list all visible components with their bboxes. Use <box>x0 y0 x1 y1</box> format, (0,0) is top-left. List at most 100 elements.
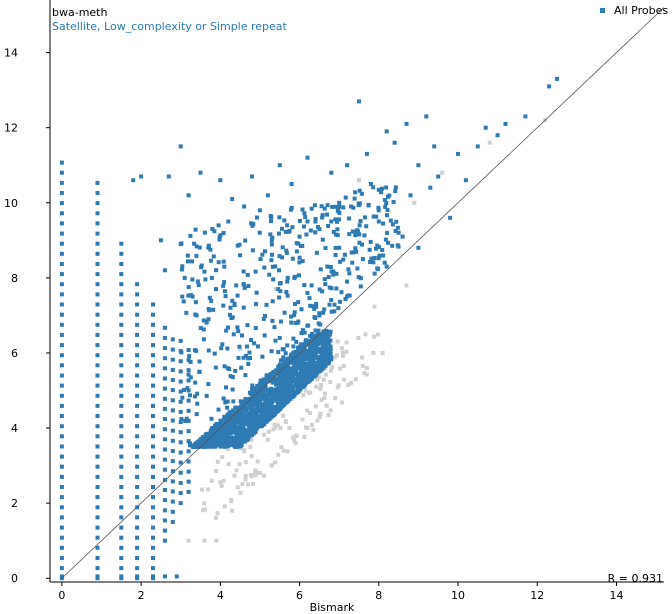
background-points <box>186 118 548 543</box>
probe-point <box>343 195 348 200</box>
probe-point <box>178 470 183 475</box>
background-point <box>318 386 323 391</box>
probe-point <box>233 429 238 434</box>
probe-point <box>210 426 215 431</box>
probe-point <box>364 224 369 229</box>
background-point <box>338 366 343 371</box>
probe-point <box>333 204 338 209</box>
probe-point <box>310 334 315 339</box>
probe-point <box>346 267 351 272</box>
probe-point <box>322 348 327 353</box>
probe-point <box>135 525 140 530</box>
background-point <box>229 499 234 504</box>
probe-point <box>119 414 124 418</box>
background-point <box>304 425 308 430</box>
probe-point <box>353 233 358 238</box>
probe-point <box>332 309 337 314</box>
legend-label: All Probes <box>614 4 668 17</box>
background-point <box>252 471 257 476</box>
probe-point <box>244 353 249 358</box>
background-point <box>202 538 207 543</box>
probe-point <box>291 351 296 356</box>
probe-point <box>300 259 305 264</box>
probe-point <box>194 313 199 318</box>
probe-point <box>335 219 339 224</box>
probe-point <box>495 133 500 138</box>
probe-point <box>95 495 100 500</box>
probe-point <box>213 432 218 437</box>
probe-point <box>135 373 140 378</box>
probe-point <box>328 338 333 343</box>
probe-point <box>316 340 320 344</box>
probe-point <box>331 269 336 274</box>
probe-point <box>376 205 381 210</box>
probe-point <box>263 413 268 418</box>
probe-point <box>135 322 140 327</box>
probe-point <box>151 424 155 429</box>
probe-point <box>182 388 186 392</box>
probe-point <box>266 413 271 418</box>
probe-point <box>393 229 398 233</box>
probe-point <box>151 383 155 388</box>
probe-point <box>119 343 124 348</box>
probe-point <box>242 421 247 426</box>
background-point <box>317 414 322 419</box>
probe-point <box>170 469 175 474</box>
probe-point <box>135 302 140 307</box>
background-point <box>372 334 376 339</box>
probe-point <box>95 282 100 287</box>
probe-point <box>170 388 175 393</box>
probe-point <box>392 140 397 145</box>
probe-point <box>290 225 295 230</box>
probe-point <box>192 348 197 353</box>
probe-point <box>280 255 285 260</box>
probe-point <box>162 396 167 401</box>
probe-point <box>162 417 167 421</box>
probe-point <box>241 355 246 360</box>
background-point <box>341 364 346 368</box>
probe-point <box>225 399 230 404</box>
probe-point <box>408 193 413 198</box>
probe-point <box>180 294 185 299</box>
probe-point <box>325 354 330 359</box>
probe-point <box>184 416 189 421</box>
background-point <box>363 332 368 337</box>
probe-point <box>268 402 273 407</box>
probe-point <box>170 367 175 372</box>
probe-point <box>233 405 238 410</box>
probe-point <box>188 233 193 238</box>
probe-point <box>424 114 429 119</box>
background-point <box>186 538 191 543</box>
probe-point <box>284 290 289 294</box>
probe-point <box>201 318 206 323</box>
probe-point <box>432 144 437 149</box>
probe-point <box>347 232 352 237</box>
background-point <box>356 336 361 340</box>
probe-point <box>241 282 246 287</box>
probe-point <box>170 509 175 514</box>
probe-point <box>237 419 242 424</box>
probe-point <box>305 323 310 328</box>
probe-point <box>139 174 144 179</box>
probe-point <box>245 272 250 277</box>
probe-point <box>246 397 251 402</box>
probe-point <box>216 223 221 228</box>
probe-point <box>246 284 251 288</box>
probe-point <box>289 368 294 373</box>
probe-point <box>95 262 100 266</box>
probe-point <box>59 535 64 540</box>
probe-point <box>503 121 508 126</box>
probe-point <box>222 280 227 285</box>
background-point <box>380 351 385 355</box>
probe-point <box>301 343 306 348</box>
probe-point <box>353 190 358 195</box>
background-point <box>404 283 409 288</box>
probe-point <box>290 394 295 399</box>
probe-point <box>323 351 328 356</box>
probe-point <box>119 556 124 560</box>
probe-point <box>219 346 224 351</box>
probe-point <box>258 408 263 413</box>
probe-point <box>231 441 236 446</box>
probe-point <box>170 337 175 342</box>
probe-point <box>265 402 270 407</box>
